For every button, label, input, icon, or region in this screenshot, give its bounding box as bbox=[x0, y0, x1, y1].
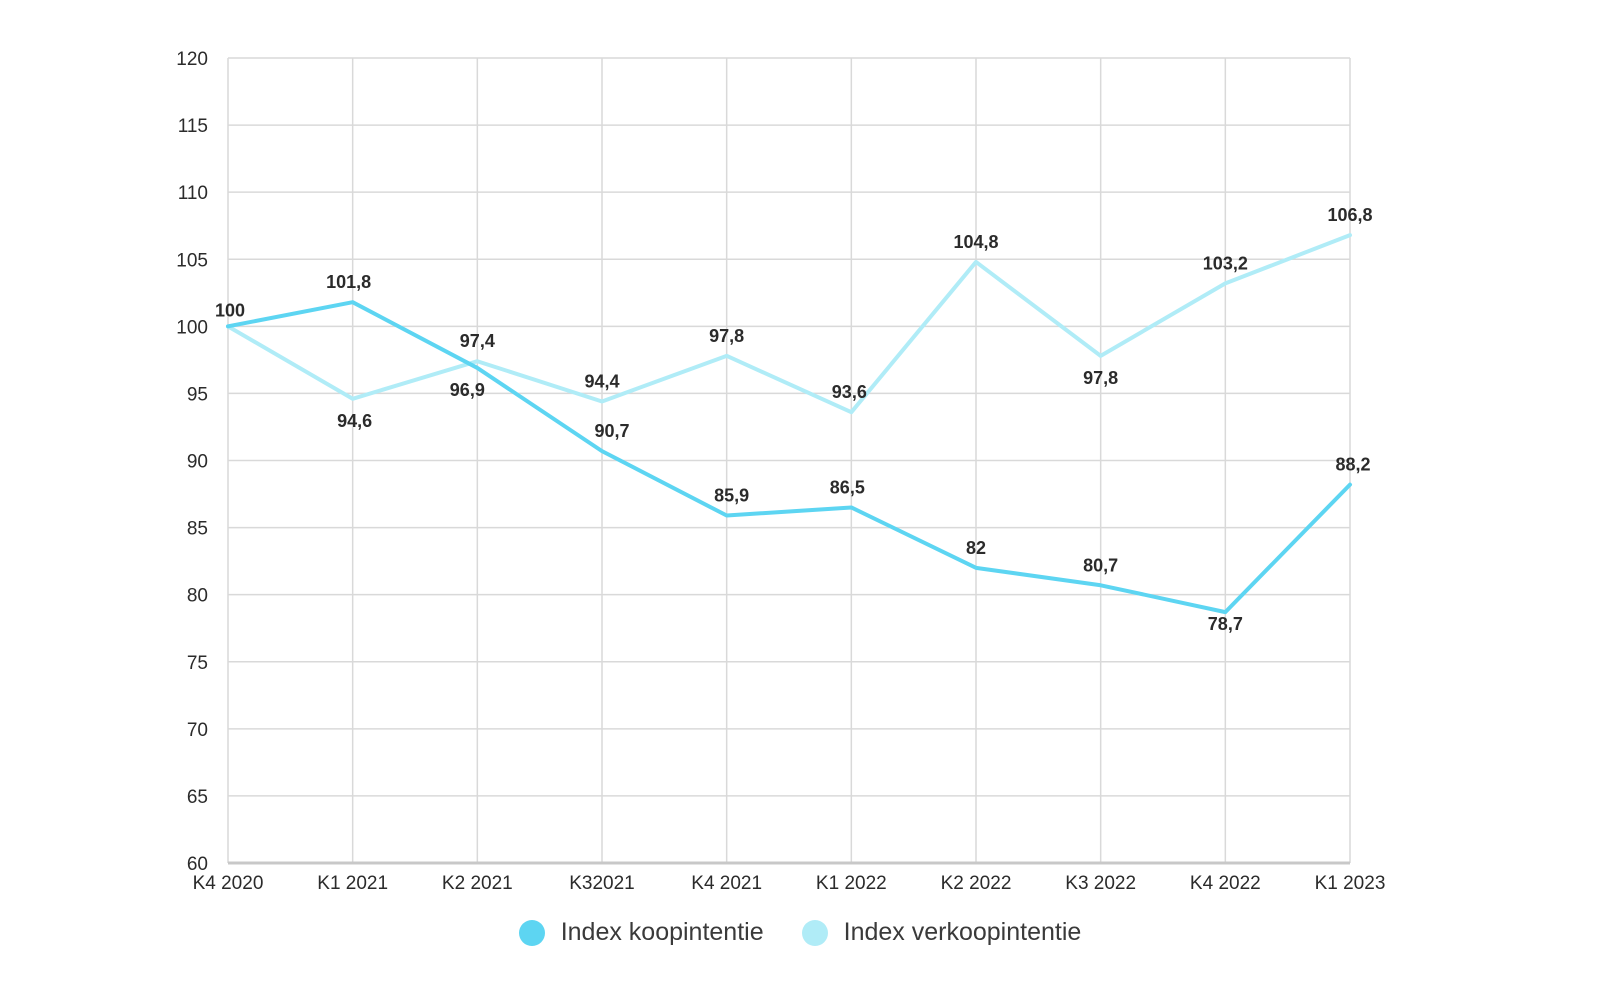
data-label: 94,6 bbox=[337, 411, 372, 431]
legend-item-koopintentie: Index koopintentie bbox=[518, 918, 764, 947]
data-label: 80,7 bbox=[1083, 555, 1118, 575]
grid bbox=[227, 57, 1351, 865]
y-tick-label: 120 bbox=[176, 49, 208, 70]
data-labels: 100 101,8 96,9 90,7 85,9 86,5 82 80,7 78,7 88,2 94… bbox=[215, 205, 1373, 634]
y-tick-label: 80 bbox=[187, 586, 208, 607]
data-label: 90,7 bbox=[594, 421, 629, 441]
y-tick-label: 95 bbox=[187, 384, 208, 405]
x-tick-label: K1 2021 bbox=[317, 873, 388, 894]
x-axis-ticks: K4 2020 K1 2021 K2 2021 K32021 K4 2021 K1 202… bbox=[193, 873, 1386, 894]
legend-item-verkoopintentie: Index verkoopintentie bbox=[801, 918, 1082, 947]
legend-label-koopintentie: Index koopintentie bbox=[560, 918, 764, 946]
data-label: 96,9 bbox=[450, 380, 485, 400]
y-tick-label: 115 bbox=[178, 116, 208, 137]
data-label: 103,2 bbox=[1203, 253, 1248, 273]
series-lines bbox=[226, 233, 1352, 615]
y-tick-label: 60 bbox=[187, 854, 208, 875]
data-label: 97,4 bbox=[460, 331, 495, 351]
y-tick-label: 85 bbox=[187, 519, 208, 540]
data-label: 97,8 bbox=[1083, 368, 1118, 388]
y-tick-label: 65 bbox=[187, 787, 208, 808]
x-tick-label: K2 2022 bbox=[941, 873, 1012, 894]
x-tick-label: K1 2023 bbox=[1315, 873, 1386, 894]
x-tick-label: K4 2020 bbox=[193, 873, 264, 894]
data-label: 101,8 bbox=[326, 272, 371, 292]
x-tick-label: K4 2022 bbox=[1190, 873, 1261, 894]
data-label: 85,9 bbox=[714, 486, 749, 506]
data-label: 97,8 bbox=[709, 326, 744, 346]
x-tick-label: K2 2021 bbox=[442, 873, 513, 894]
x-tick-label: K4 2021 bbox=[691, 873, 762, 894]
legend: Index koopintentie Index verkoopintentie bbox=[0, 918, 1600, 947]
x-tick-label: K3 2022 bbox=[1065, 873, 1136, 894]
y-tick-label: 110 bbox=[178, 183, 208, 204]
y-axis-ticks: 60 65 70 75 80 85 90 95 100 105 110 115 120 bbox=[176, 49, 208, 875]
data-label: 94,4 bbox=[584, 371, 619, 391]
y-tick-label: 70 bbox=[187, 720, 208, 741]
data-label: 100 bbox=[215, 300, 245, 320]
x-tick-label: K32021 bbox=[569, 873, 635, 894]
data-label: 104,8 bbox=[953, 232, 998, 252]
legend-swatch-koopintentie bbox=[518, 919, 545, 946]
y-tick-label: 75 bbox=[187, 653, 208, 674]
y-tick-label: 90 bbox=[187, 452, 208, 473]
y-tick-label: 105 bbox=[176, 250, 208, 271]
x-tick-label: K1 2022 bbox=[816, 873, 887, 894]
data-label: 93,6 bbox=[832, 382, 867, 402]
data-label: 88,2 bbox=[1335, 455, 1370, 475]
series-line-1 bbox=[226, 233, 1352, 415]
y-tick-label: 100 bbox=[176, 317, 208, 338]
data-label: 78,7 bbox=[1208, 614, 1243, 634]
data-label: 86,5 bbox=[830, 477, 865, 497]
series-line-0 bbox=[226, 300, 1352, 615]
legend-label-verkoopintentie: Index verkoopintentie bbox=[843, 918, 1082, 946]
legend-swatch-verkoopintentie bbox=[801, 919, 828, 946]
data-label: 106,8 bbox=[1327, 205, 1372, 225]
data-label: 82 bbox=[966, 538, 986, 558]
